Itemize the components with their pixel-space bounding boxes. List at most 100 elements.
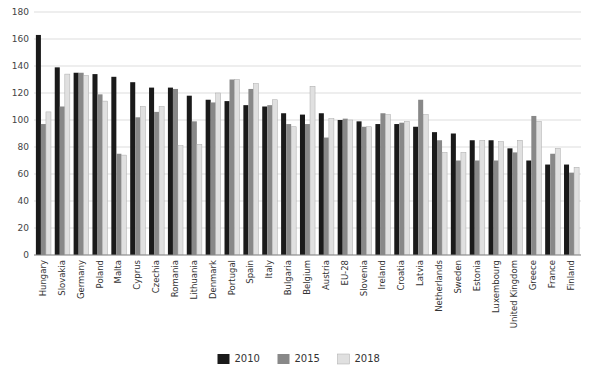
bar — [248, 89, 253, 255]
x-tick-label: EU-28 — [340, 260, 350, 285]
bar — [154, 112, 159, 255]
x-tick-label: Hungary — [38, 260, 48, 296]
legend-swatch — [338, 354, 350, 364]
bar — [394, 124, 399, 255]
bar — [343, 119, 348, 255]
bar — [461, 152, 466, 255]
bar — [60, 107, 65, 256]
bar — [531, 116, 536, 255]
bar — [536, 121, 541, 255]
x-tick-label: Croatia — [396, 260, 406, 291]
x-tick-label: Belgium — [302, 260, 312, 295]
bar — [79, 73, 84, 255]
y-tick-label: 100 — [12, 115, 29, 125]
bar — [130, 82, 135, 255]
bar — [84, 75, 89, 255]
legend-label: 2015 — [295, 353, 320, 364]
bar — [310, 86, 315, 255]
x-tick-label: Finland — [566, 260, 576, 290]
bar — [216, 93, 221, 255]
x-tick-label: Slovakia — [57, 260, 67, 296]
y-grid — [34, 12, 581, 255]
bar — [103, 101, 108, 255]
bar — [173, 89, 178, 255]
bar — [432, 132, 437, 255]
grid-line — [34, 66, 581, 67]
bar — [55, 67, 60, 255]
bar — [357, 121, 362, 255]
x-tick-label: Malta — [113, 260, 123, 283]
bar — [475, 161, 480, 256]
bar — [375, 124, 380, 255]
bar — [159, 107, 164, 256]
grid-line — [34, 39, 581, 40]
bar — [399, 123, 404, 255]
bar — [574, 167, 579, 255]
x-tick-label: Czechia — [151, 260, 161, 293]
bar — [116, 154, 121, 255]
legend: 2010 2015 2018 — [218, 353, 380, 364]
bar — [480, 140, 485, 255]
series-0 — [36, 35, 569, 255]
bar — [272, 100, 277, 255]
grid-line — [34, 255, 581, 256]
bar — [526, 161, 531, 256]
y-tick-label: 60 — [18, 169, 30, 179]
series-1 — [41, 73, 574, 255]
x-tick-label: Netherlands — [434, 259, 444, 311]
bar — [517, 140, 522, 255]
bar — [206, 100, 211, 255]
bar — [329, 119, 334, 255]
x-tick-label: Portugal — [227, 260, 237, 295]
y-tick-label: 20 — [18, 223, 30, 233]
y-tick-label: 0 — [23, 250, 29, 260]
x-tick-label: Latvia — [415, 260, 425, 286]
x-tick-label: Denmark — [208, 260, 218, 299]
x-tick-label: Austria — [321, 260, 331, 290]
y-tick-label: 140 — [12, 61, 29, 71]
bar — [300, 115, 305, 255]
bar — [243, 105, 248, 255]
chart-svg: 020406080100120140160180HungarySlovakiaG… — [0, 0, 591, 373]
bar — [235, 80, 240, 256]
bar — [380, 113, 385, 255]
series-2 — [46, 74, 579, 255]
bar — [178, 146, 183, 255]
bar — [140, 107, 145, 256]
grid-line — [34, 12, 581, 13]
bar — [281, 113, 286, 255]
bar — [413, 127, 418, 255]
bar — [98, 94, 103, 255]
bar — [192, 121, 197, 255]
bar — [253, 84, 258, 255]
x-tick-label: Sweden — [453, 260, 463, 294]
bar — [404, 121, 409, 255]
bar — [555, 148, 560, 255]
y-tick-label: 40 — [18, 196, 30, 206]
legend-label: 2018 — [355, 353, 380, 364]
x-tick-label: Romania — [170, 260, 180, 297]
bar — [385, 115, 390, 255]
x-tick-label: Ireland — [377, 260, 387, 289]
legend-label: 2010 — [235, 353, 260, 364]
x-tick-label: Poland — [95, 260, 105, 288]
bar — [423, 115, 428, 255]
x-tick-label: Greece — [528, 260, 538, 290]
bar — [362, 127, 367, 255]
bar — [545, 165, 550, 255]
x-tick-label: Italy — [264, 260, 274, 278]
bar — [324, 138, 329, 255]
x-axis-line — [34, 255, 581, 256]
bar — [65, 74, 70, 255]
x-tick-label: Cyprus — [132, 259, 142, 289]
bar — [211, 102, 216, 255]
y-tick-label: 180 — [12, 7, 29, 17]
bar — [225, 101, 230, 255]
bar — [197, 144, 202, 255]
bar — [267, 105, 272, 255]
bar — [489, 140, 494, 255]
y-tick-label: 160 — [12, 34, 29, 44]
y-tick-label: 120 — [12, 88, 29, 98]
bar — [92, 74, 97, 255]
bar — [550, 154, 555, 255]
